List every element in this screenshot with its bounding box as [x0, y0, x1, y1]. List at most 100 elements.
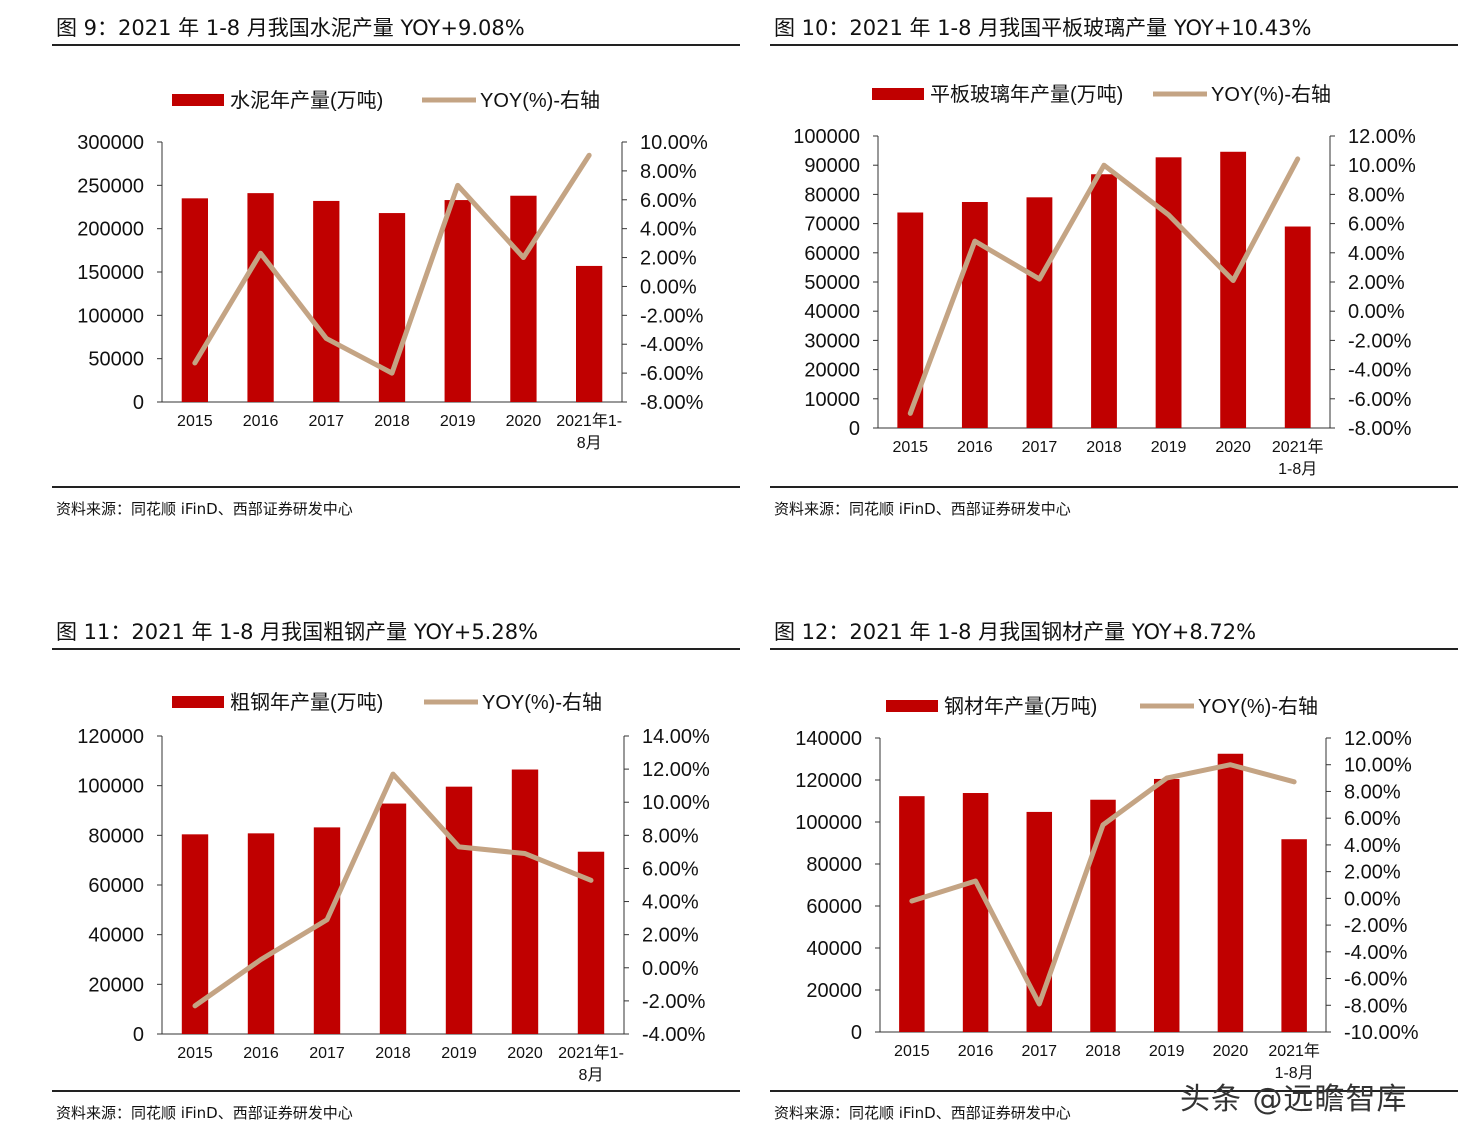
right-tick-label: -4.00% [642, 1024, 706, 1046]
yoy-point [458, 846, 460, 848]
title-rule [770, 648, 1458, 650]
figure-title: 图 9：2021 年 1-8 月我国水泥产量 YOY+9.08% [56, 16, 525, 40]
x-tick-label: 8月 [577, 435, 602, 452]
left-tick-label: 40000 [804, 301, 860, 323]
bar [962, 793, 989, 1032]
right-tick-label: 12.00% [1344, 728, 1412, 750]
right-tick-label: -6.00% [1348, 389, 1412, 411]
x-tick-label: 2020 [506, 413, 542, 430]
x-tick-label: 2017 [1022, 439, 1058, 456]
yoy-point [909, 412, 911, 414]
x-tick-label: 2015 [177, 1045, 213, 1062]
panel-glass: 图 10：2021 年 1-8 月我国平板玻璃产量 YOY+10.43% 0 10… [770, 0, 1460, 540]
x-tick-label: 2021年 [1268, 1042, 1320, 1060]
left-tick-label: 0 [851, 1022, 862, 1044]
bar [444, 200, 471, 402]
yoy-point [1229, 764, 1231, 766]
bar [961, 201, 988, 428]
bar [1281, 839, 1307, 1032]
left-tick-label: 60000 [806, 896, 862, 918]
left-tick-label: 50000 [88, 349, 144, 371]
watermark-text: 头条 @远瞻智库 [1180, 1082, 1408, 1117]
x-tick-label: 8月 [579, 1067, 604, 1084]
bar [1091, 174, 1117, 428]
right-tick-label: 2.00% [640, 248, 697, 270]
source-rule [52, 486, 740, 488]
legend-bar-swatch [872, 88, 924, 100]
yoy-point [1038, 278, 1040, 280]
panel-steel-products: 图 12：2021 年 1-8 月我国钢材产量 YOY+8.72% 0 20000… [770, 604, 1460, 1144]
bar [576, 265, 603, 402]
legend-bar-label: 平板玻璃年产量(万吨) [930, 83, 1123, 106]
legend-bar-label: 水泥年产量(万吨) [230, 89, 383, 112]
source-rule [52, 1090, 740, 1092]
x-tick-label: 2019 [441, 1045, 477, 1062]
bar [313, 827, 341, 1034]
yoy-point [974, 240, 976, 242]
x-tick-label: 2015 [892, 439, 928, 456]
x-tick-label: 2016 [957, 439, 993, 456]
x-tick-label: 2017 [309, 1045, 345, 1062]
bar [247, 833, 275, 1034]
yoy-point [260, 252, 262, 254]
left-tick-label: 200000 [77, 219, 144, 241]
left-tick-label: 300000 [77, 132, 144, 154]
yoy-point [392, 773, 394, 775]
left-tick-label: 40000 [806, 938, 862, 960]
right-tick-label: 14.00% [642, 726, 710, 748]
right-tick-label: 4.00% [1348, 243, 1405, 265]
chart-steel-products: 0 20000 40000 60000 80000 100000 120000 140000 -… [795, 695, 1418, 1082]
right-tick-label: 2.00% [1344, 862, 1401, 884]
left-tick-label: 250000 [77, 175, 144, 197]
left-tick-label: 0 [849, 418, 860, 440]
bar [445, 786, 473, 1034]
source-note: 资料来源：同花顺 iFinD、西部证券研发中心 [774, 500, 1071, 518]
source-note: 资料来源：同花顺 iFinD、西部证券研发中心 [774, 1104, 1071, 1122]
bar [313, 200, 340, 402]
yoy-point [194, 362, 196, 364]
x-tick-label: 2021年 [1272, 438, 1324, 456]
x-tick-label: 2015 [177, 413, 213, 430]
bar [511, 769, 539, 1034]
x-tick-label: 2016 [243, 1045, 279, 1062]
panel-crude-steel: 图 11：2021 年 1-8 月我国粗钢产量 YOY+5.28% 0 20000… [52, 604, 742, 1144]
yoy-point [522, 257, 524, 259]
right-tick-label: -4.00% [640, 334, 704, 356]
yoy-point [911, 900, 913, 902]
yoy-point [588, 154, 590, 156]
x-tick-label: 2021年1- [556, 412, 622, 430]
x-tick-label: 2020 [1213, 1043, 1249, 1060]
legend-line-label: YOY(%)-右轴 [1211, 83, 1331, 106]
x-tick-label: 2017 [308, 413, 344, 430]
yoy-point [391, 372, 393, 374]
title-rule [52, 44, 740, 46]
x-tick-label: 2017 [1021, 1043, 1057, 1060]
left-tick-label: 20000 [806, 980, 862, 1002]
x-tick-label: 2021年1- [558, 1044, 624, 1062]
right-tick-label: 10.00% [642, 792, 710, 814]
left-tick-label: 120000 [77, 726, 144, 748]
title-rule [770, 44, 1458, 46]
left-tick-label: 120000 [795, 770, 862, 792]
legend-line-label: YOY(%)-右轴 [482, 691, 602, 714]
source-rule [770, 1090, 1458, 1092]
right-tick-label: 0.00% [640, 276, 697, 298]
yoy-point [326, 919, 328, 921]
left-tick-label: 40000 [88, 925, 144, 947]
x-tick-label: 2019 [1151, 439, 1187, 456]
right-tick-label: -8.00% [640, 392, 704, 414]
right-tick-label: 10.00% [1348, 155, 1416, 177]
legend-bar-swatch [172, 696, 224, 708]
legend-bar-label: 钢材年产量(万吨) [944, 695, 1097, 718]
right-tick-label: 8.00% [1344, 781, 1401, 803]
source-note: 资料来源：同花顺 iFinD、西部证券研发中心 [56, 1104, 353, 1122]
bar [899, 796, 925, 1032]
left-tick-label: 140000 [795, 728, 862, 750]
left-tick-label: 80000 [804, 184, 860, 206]
yoy-point [1168, 214, 1170, 216]
right-tick-label: 4.00% [642, 892, 699, 914]
yoy-point [1102, 824, 1104, 826]
bar [1026, 197, 1053, 428]
yoy-point [260, 959, 262, 960]
left-tick-label: 60000 [88, 875, 144, 897]
